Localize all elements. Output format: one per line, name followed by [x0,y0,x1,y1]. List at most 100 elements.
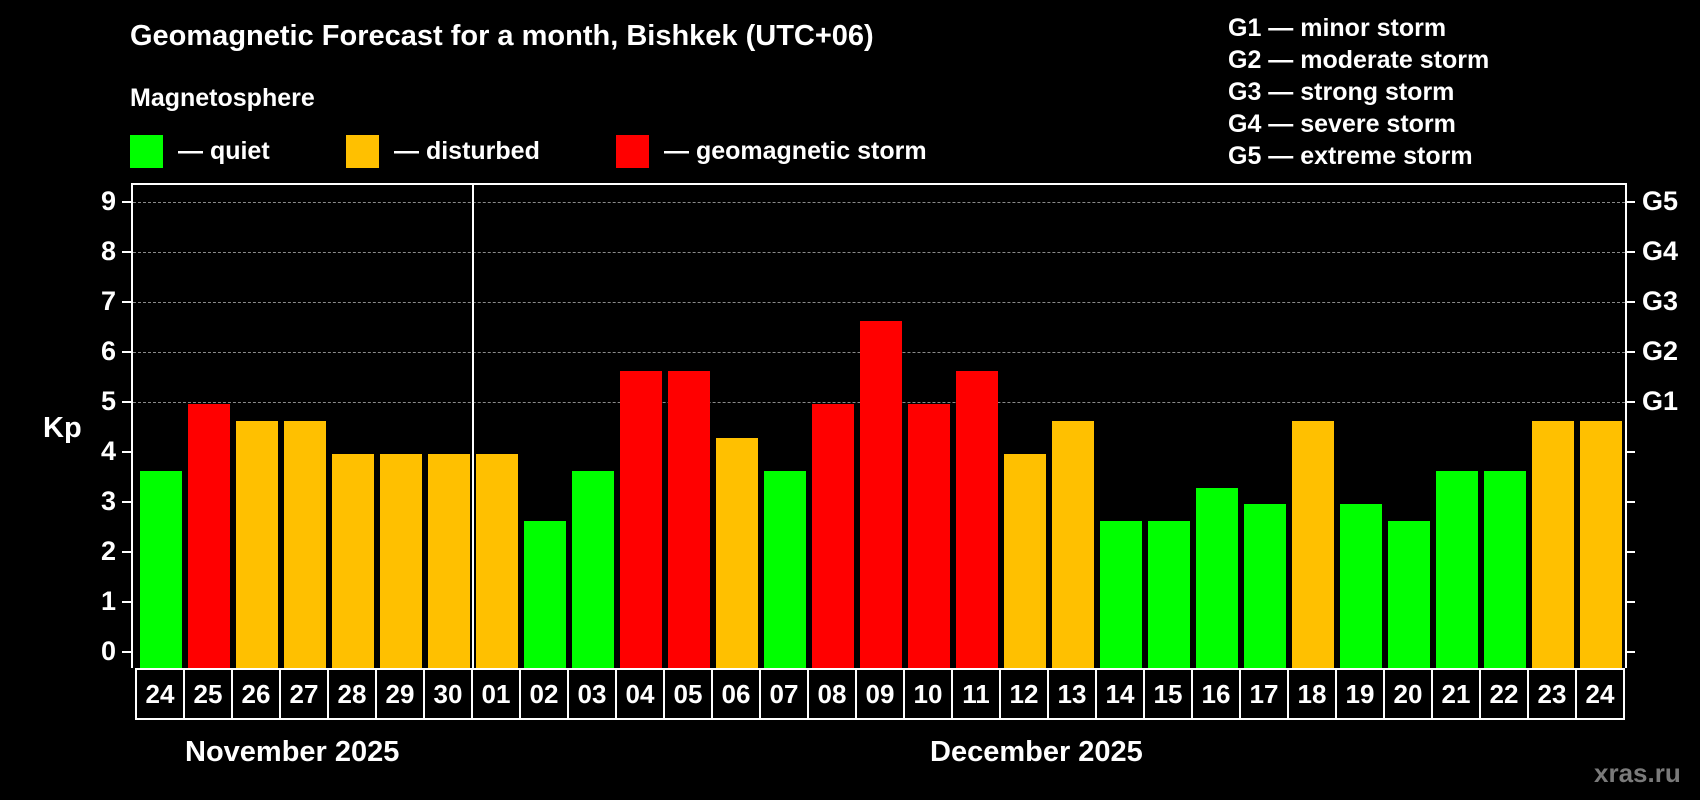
storm-level-g4: G4 — severe storm [1228,110,1456,138]
storm-level-label: G3 [1642,286,1679,316]
y-tick [122,401,131,403]
y-tick-label: 5 [100,386,116,416]
right-tick [1626,401,1635,403]
day-label: 01 [471,670,519,718]
right-tick [1626,601,1635,603]
bar-storm [908,404,950,670]
day-label: 16 [1191,670,1239,718]
legend-item-quiet: — quiet [130,134,270,168]
bar-disturbed [284,420,326,670]
bar-storm [860,320,902,670]
y-tick [122,351,131,353]
bar-disturbed [332,454,374,670]
bar-disturbed [380,454,422,670]
y-tick [122,651,131,653]
day-label: 13 [1047,670,1095,718]
right-tick [1626,651,1635,653]
y-tick [122,251,131,253]
storm-level-label: G1 [1642,386,1679,416]
day-label: 24 [1575,670,1625,718]
right-tick [1626,301,1635,303]
bar-quiet [1484,470,1526,670]
gridline [133,252,1625,253]
chart-title: Geomagnetic Forecast for a month, Bishke… [130,20,874,52]
y-tick-label: 9 [100,186,116,216]
bar-disturbed [428,454,470,670]
day-label: 24 [135,670,183,718]
legend-label: — quiet [178,136,270,165]
bar-disturbed [1292,420,1334,670]
y-tick [122,551,131,553]
legend-label: — geomagnetic storm [664,136,927,165]
day-label: 22 [1479,670,1527,718]
day-label: 14 [1095,670,1143,718]
storm-level-g1: G1 — minor storm [1228,14,1447,42]
quiet-swatch [130,134,163,168]
day-label: 23 [1527,670,1575,718]
day-label: 17 [1239,670,1287,718]
storm-swatch [616,134,649,168]
bar-disturbed [476,454,518,670]
bar-quiet [1100,520,1142,670]
day-label: 27 [279,670,327,718]
y-tick-label: 2 [100,536,116,566]
right-tick [1626,251,1635,253]
day-label: 15 [1143,670,1191,718]
day-label: 05 [663,670,711,718]
day-label: 04 [615,670,663,718]
bar-quiet [1388,520,1430,670]
bar-quiet [1148,520,1190,670]
day-label: 02 [519,670,567,718]
y-tick [122,451,131,453]
legend-item-storm: — geomagnetic storm [616,134,927,168]
day-label: 09 [855,670,903,718]
day-label: 25 [183,670,231,718]
bar-quiet [1244,504,1286,670]
bar-storm [188,404,230,670]
month-label-december: December 2025 [930,736,1143,768]
day-label: 08 [807,670,855,718]
day-label: 26 [231,670,279,718]
storm-level-label: G5 [1642,186,1679,216]
day-label: 29 [375,670,423,718]
bar-disturbed [1580,420,1622,670]
day-labels-row: 24 25 26 27 28 29 30 01 02 03 04 05 06 07 08 09 10 11 12 13… [135,668,1625,720]
y-tick-label: 3 [100,486,116,516]
watermark: xras.ru [1594,758,1681,788]
bar-disturbed [1004,454,1046,670]
y-axis-label: Kp [43,412,82,444]
y-tick-label: 1 [100,586,116,616]
disturbed-swatch [346,134,379,168]
y-tick [122,301,131,303]
storm-level-legend: G1 — minor storm G2 — moderate storm G3 … [1228,12,1489,172]
bar-quiet [572,470,614,670]
day-label: 28 [327,670,375,718]
bar-storm [668,370,710,670]
bar-disturbed [1052,420,1094,670]
day-label: 11 [951,670,999,718]
legend-item-disturbed: — disturbed [346,134,540,168]
right-tick [1626,201,1635,203]
y-tick [122,501,131,503]
gridline [133,202,1625,203]
bar-disturbed [236,420,278,670]
day-label: 21 [1431,670,1479,718]
right-tick [1626,551,1635,553]
bar-quiet [764,470,806,670]
legend-title: Magnetosphere [130,84,315,112]
plot-area [131,183,1627,670]
y-tick-label: 8 [100,236,116,266]
right-tick [1626,451,1635,453]
legend-label: — disturbed [394,136,540,165]
bar-quiet [140,470,182,670]
bar-quiet [524,520,566,670]
day-label: 19 [1335,670,1383,718]
day-label: 12 [999,670,1047,718]
day-label: 18 [1287,670,1335,718]
storm-level-label: G4 [1642,236,1679,266]
bar-quiet [1196,487,1238,670]
day-label: 03 [567,670,615,718]
y-tick-label: 6 [100,336,116,366]
y-tick [122,601,131,603]
bar-quiet [1436,470,1478,670]
